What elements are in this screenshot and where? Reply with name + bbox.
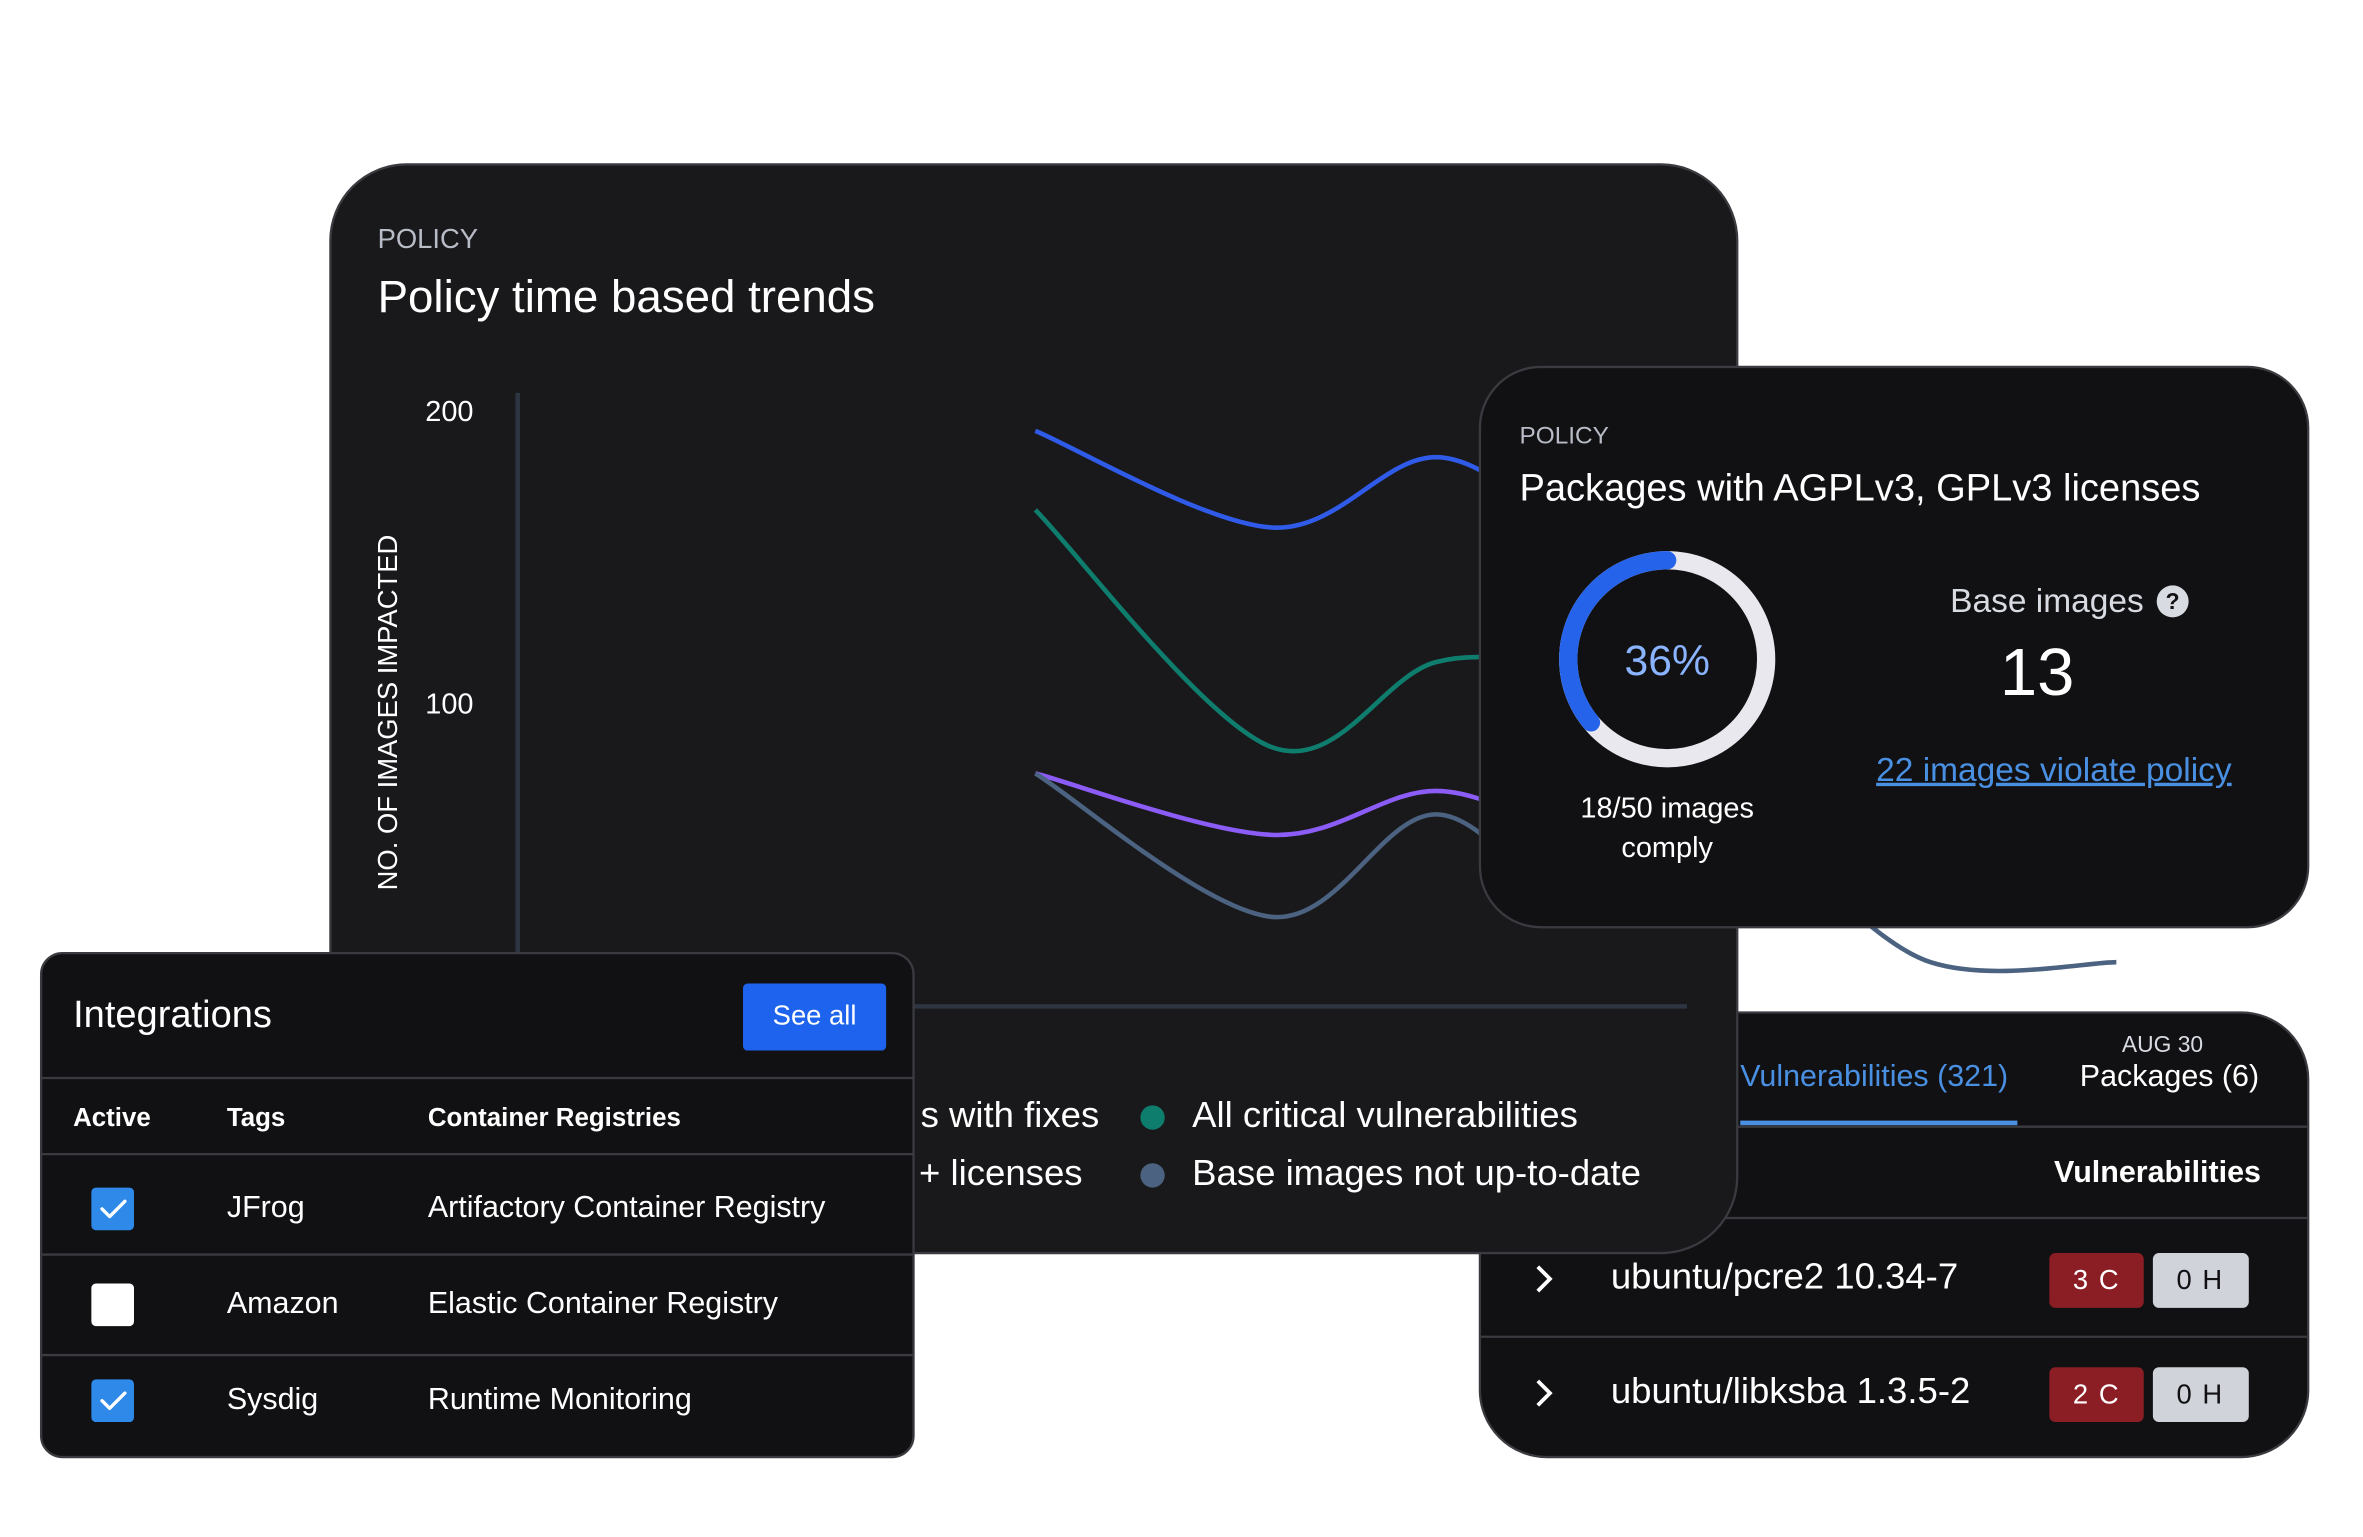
critical-badge <box>2049 1367 2144 1423</box>
high-badge <box>2152 1367 2249 1423</box>
critical-count: 2 C <box>2073 1378 2120 1409</box>
checkbox[interactable] <box>91 1187 134 1231</box>
checkbox[interactable] <box>91 1379 134 1423</box>
card-title: Packages with AGPLv3, GPLv3 licenses <box>1520 467 2201 509</box>
see-all-button[interactable] <box>743 983 887 1051</box>
column-header: Vulnerabilities <box>2054 1155 2261 1189</box>
checkmark <box>100 1391 127 1411</box>
legend-label: Base images not up-to-date <box>1192 1152 1641 1193</box>
registry-cell: Runtime Monitoring <box>428 1382 692 1416</box>
package-name: ubuntu/pcre2 10.34-7 <box>1611 1256 1958 1297</box>
donut-arc <box>1559 551 1776 768</box>
chart-title: Policy time based trends <box>378 271 875 322</box>
legend-swatch <box>1140 1163 1165 1188</box>
legend-label: s with fixes <box>921 1094 1100 1135</box>
donut-label: 36% <box>1625 637 1710 685</box>
y-axis-label: NO. OF IMAGES IMPACTED <box>372 535 403 891</box>
checkbox[interactable] <box>91 1283 134 1327</box>
registry-cell: Elastic Container Registry <box>428 1286 779 1320</box>
critical-count: 3 C <box>2073 1264 2120 1295</box>
legend-label: + licenses <box>919 1152 1082 1193</box>
y-tick-label: 100 <box>425 689 473 721</box>
expand-chevron[interactable] <box>1536 1265 1553 1293</box>
tab-underline <box>1740 1120 2018 1126</box>
package-name: ubuntu/libksba 1.3.5-2 <box>1611 1370 1970 1411</box>
eyebrow: POLICY <box>1520 422 1609 449</box>
tag-cell: JFrog <box>227 1190 305 1224</box>
high-badge <box>2152 1253 2249 1308</box>
stat-value: 13 <box>2000 635 2075 710</box>
column-header: Active <box>73 1104 151 1132</box>
tab[interactable]: Packages (6) <box>2080 1059 2259 1093</box>
legend-label: All critical vulnerabilities <box>1192 1094 1578 1135</box>
help-icon[interactable] <box>2156 585 2189 618</box>
column-header: Container Registries <box>428 1104 681 1132</box>
stat-label: Base images <box>1950 583 2144 620</box>
integrations-card: Integrations See all Active Tags Contain… <box>39 951 915 1459</box>
high-count: 0 H <box>2176 1264 2223 1295</box>
eyebrow: POLICY <box>378 223 478 254</box>
critical-badge <box>2049 1253 2144 1308</box>
tag-cell: Sysdig <box>227 1382 318 1416</box>
tab-active[interactable]: Vulnerabilities (321) <box>1740 1059 2008 1093</box>
button-label: See all <box>773 999 857 1030</box>
help-icon-glyph: ? <box>2166 588 2180 614</box>
legend-swatch <box>1140 1105 1165 1130</box>
violation-link[interactable]: 22 images violate policy <box>1876 752 2232 789</box>
expand-chevron[interactable] <box>1536 1379 1553 1407</box>
card-background <box>1478 365 2310 929</box>
tag-cell: Amazon <box>227 1286 339 1320</box>
x-tick-label: AUG 30 <box>2122 1031 2203 1057</box>
card-title: Integrations <box>73 994 272 1036</box>
comply-text: 18/50 images <box>1580 793 1754 825</box>
column-header: Tags <box>227 1104 285 1132</box>
comply-text: comply <box>1621 832 1713 864</box>
y-tick-label: 200 <box>425 396 473 428</box>
high-count: 0 H <box>2176 1378 2223 1409</box>
license-card: POLICY Packages with AGPLv3, GPLv3 licen… <box>1478 365 2310 929</box>
checkmark <box>100 1199 127 1219</box>
registry-cell: Artifactory Container Registry <box>428 1190 826 1224</box>
